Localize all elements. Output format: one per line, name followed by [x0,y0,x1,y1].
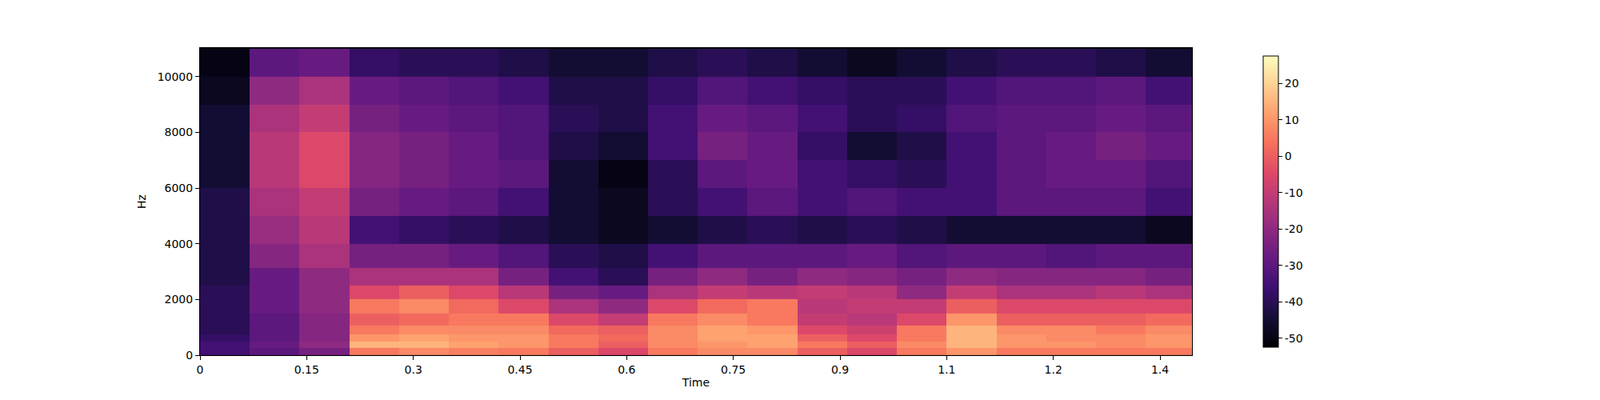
svg-text:0: 0 [185,348,193,362]
svg-text:Time: Time [681,376,710,389]
svg-text:0.75: 0.75 [720,363,746,376]
svg-text:1.2: 1.2 [1044,363,1063,376]
svg-text:0.3: 0.3 [404,363,423,376]
svg-text:0: 0 [1284,149,1292,163]
svg-text:4000: 4000 [164,237,194,251]
svg-text:10: 10 [1284,113,1300,127]
svg-text:0.45: 0.45 [507,363,532,376]
svg-text:0.9: 0.9 [831,363,849,376]
svg-text:1.1: 1.1 [937,363,956,376]
svg-text:0.6: 0.6 [617,363,636,376]
svg-text:-40: -40 [1284,295,1304,308]
svg-text:2000: 2000 [164,292,194,306]
svg-text:-30: -30 [1284,259,1304,272]
svg-text:-50: -50 [1284,332,1304,345]
svg-text:6000: 6000 [164,181,194,195]
svg-text:-10: -10 [1284,186,1304,200]
svg-text:Hz: Hz [135,194,148,209]
svg-text:20: 20 [1284,76,1300,90]
svg-text:10000: 10000 [157,70,194,84]
svg-text:0: 0 [196,363,204,376]
svg-text:0.15: 0.15 [294,363,320,376]
svg-text:-20: -20 [1284,222,1304,236]
svg-text:1.4: 1.4 [1151,363,1169,376]
svg-text:8000: 8000 [164,125,194,139]
